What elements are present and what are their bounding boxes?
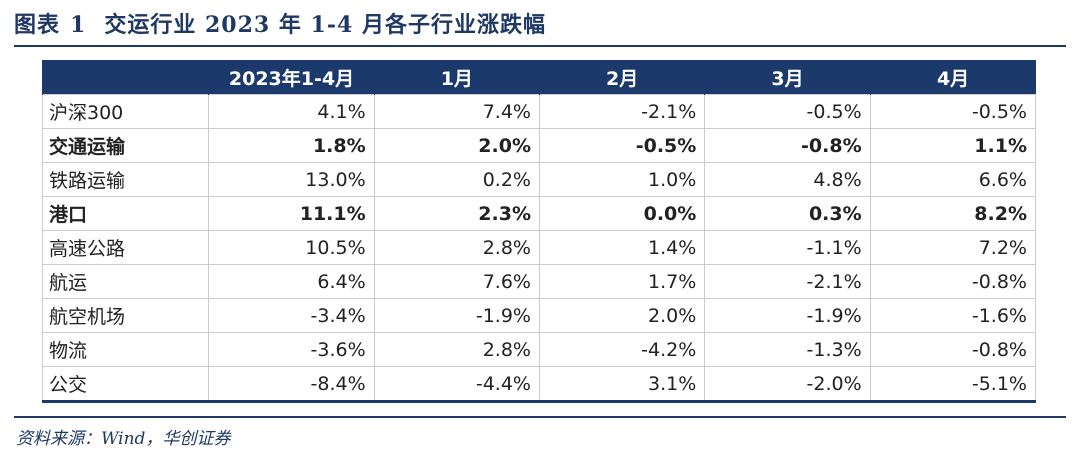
column-header-jan: 1月 — [373, 60, 540, 95]
table-cell: 1.4% — [538, 230, 706, 265]
table-cell: -2.1% — [704, 264, 871, 299]
table-cell: -1.9% — [373, 298, 540, 333]
table-cell: -1.9% — [704, 298, 871, 333]
table-cell: 3.1% — [538, 366, 706, 403]
figure-title-text: 交运行业 2023 年 1-4 月各子行业涨跌幅 — [104, 12, 546, 38]
row-label: 航运 — [41, 264, 210, 299]
table-cell: 7.6% — [373, 264, 540, 299]
table-cell: 4.1% — [208, 94, 375, 129]
table-cell: 6.4% — [208, 264, 375, 299]
table-row: 航空机场 -3.4% -1.9% 2.0% -1.9% -1.6% — [41, 298, 1037, 333]
source-note: 资料来源：Wind，华创证券 — [16, 429, 231, 449]
row-label: 沪深300 — [41, 94, 210, 129]
title-divider — [14, 45, 1066, 47]
figure-number: 1 — [70, 12, 87, 38]
row-label: 交通运输 — [41, 128, 210, 163]
table-cell: 13.0% — [208, 162, 375, 197]
table-cell: 1.1% — [869, 128, 1037, 163]
table-cell: -2.1% — [538, 94, 706, 129]
table-cell: -1.6% — [869, 298, 1037, 333]
table-cell: 2.0% — [373, 128, 540, 163]
table-cell: 7.2% — [869, 230, 1037, 265]
table-cell: -2.0% — [704, 366, 871, 403]
table-cell: -8.4% — [208, 366, 375, 403]
column-header-ytd: 2023年1-4月 — [208, 60, 375, 95]
table-row: 沪深300 4.1% 7.4% -2.1% -0.5% -0.5% — [41, 94, 1037, 129]
table-cell: 1.8% — [208, 128, 375, 163]
table-cell: -1.1% — [704, 230, 871, 265]
table-cell: -4.4% — [373, 366, 540, 403]
table-row: 高速公路 10.5% 2.8% 1.4% -1.1% 7.2% — [41, 230, 1037, 265]
column-header-apr: 4月 — [869, 60, 1036, 95]
table-cell: 2.3% — [373, 196, 540, 231]
table-row: 交通运输 1.8% 2.0% -0.5% -0.8% 1.1% — [41, 128, 1037, 163]
table-cell: -0.8% — [704, 128, 871, 163]
table-row: 铁路运输 13.0% 0.2% 1.0% 4.8% 6.6% — [41, 162, 1037, 197]
table-row: 航运 6.4% 7.6% 1.7% -2.1% -0.8% — [41, 264, 1037, 299]
table-row: 公交 -8.4% -4.4% 3.1% -2.0% -5.1% — [41, 366, 1037, 403]
column-header-mar: 3月 — [704, 60, 871, 95]
figure-label: 图表 — [14, 12, 61, 38]
table-cell: 0.0% — [538, 196, 706, 231]
table-cell: -0.8% — [869, 332, 1037, 367]
bottom-divider — [14, 416, 1066, 418]
column-header-name — [41, 60, 209, 95]
table-cell: 2.8% — [373, 230, 540, 265]
table-cell: -1.3% — [704, 332, 871, 367]
returns-table: 2023年1-4月 1月 2月 3月 4月 沪深300 4.1% 7.4% -2.1%… — [41, 60, 1037, 403]
table-cell: 8.2% — [869, 196, 1037, 231]
table-cell: 1.7% — [538, 264, 706, 299]
row-label: 港口 — [41, 196, 210, 231]
table-row: 港口 11.1% 2.3% 0.0% 0.3% 8.2% — [41, 196, 1037, 231]
row-label: 公交 — [41, 366, 210, 403]
table-cell: -0.5% — [869, 94, 1037, 129]
table-cell: 0.2% — [373, 162, 540, 197]
table-row: 物流 -3.6% 2.8% -4.2% -1.3% -0.8% — [41, 332, 1037, 367]
table-cell: -0.5% — [704, 94, 871, 129]
table-cell: -0.8% — [869, 264, 1037, 299]
table-cell: 6.6% — [869, 162, 1037, 197]
row-label: 高速公路 — [41, 230, 210, 265]
table-cell: 10.5% — [208, 230, 375, 265]
row-label: 航空机场 — [41, 298, 210, 333]
table-cell: -3.6% — [208, 332, 375, 367]
column-header-feb: 2月 — [538, 60, 705, 95]
table-header-row: 2023年1-4月 1月 2月 3月 4月 — [41, 60, 1036, 95]
table-cell: -5.1% — [869, 366, 1037, 403]
table-cell: 4.8% — [704, 162, 871, 197]
table-body: 沪深300 4.1% 7.4% -2.1% -0.5% -0.5% 交通运输 1.8% 2.0%… — [41, 94, 1037, 403]
table-cell: 2.8% — [373, 332, 540, 367]
row-label: 物流 — [41, 332, 210, 367]
table-cell: -0.5% — [538, 128, 706, 163]
row-label: 铁路运输 — [41, 162, 210, 197]
table-cell: 0.3% — [704, 196, 871, 231]
table-cell: 1.0% — [538, 162, 706, 197]
table-cell: 7.4% — [373, 94, 540, 129]
table-cell: -3.4% — [208, 298, 375, 333]
figure-title: 图表 1 交运行业 2023 年 1-4 月各子行业涨跌幅 — [14, 8, 546, 42]
table-cell: 11.1% — [208, 196, 375, 231]
table-cell: 2.0% — [538, 298, 706, 333]
table-cell: -4.2% — [538, 332, 706, 367]
